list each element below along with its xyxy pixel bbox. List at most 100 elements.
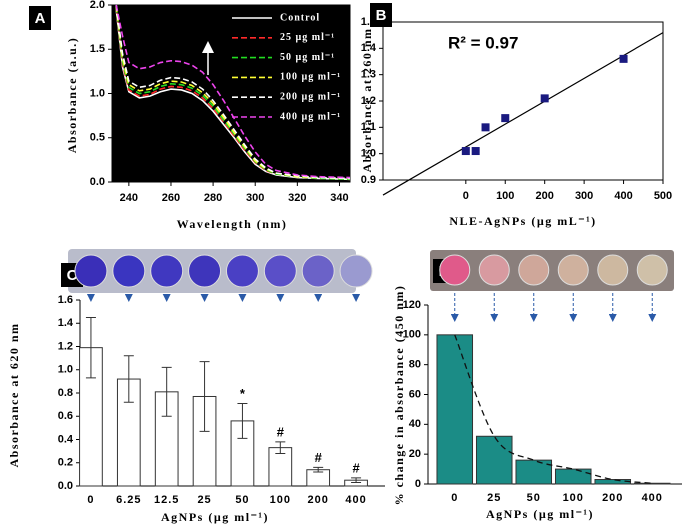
x-axis-title: AgNPs (µg ml⁻¹) xyxy=(486,507,594,521)
error-bar xyxy=(85,316,96,379)
significance-mark: * xyxy=(240,386,246,401)
well xyxy=(74,254,108,288)
y-tick-label: 1.2 xyxy=(58,340,73,352)
x-tick-label: 200 xyxy=(308,494,329,506)
spectrum-line xyxy=(115,5,351,180)
bar xyxy=(515,459,553,485)
y-tick-label: 1.0 xyxy=(90,87,105,99)
well xyxy=(636,254,668,286)
y-tick-label: 1.6 xyxy=(58,294,73,306)
plot-area xyxy=(382,21,664,181)
x-tick-label: 50 xyxy=(235,494,249,506)
annotation: R² = 0.97 xyxy=(448,33,518,52)
x-tick-label: 6.25 xyxy=(116,494,141,506)
point xyxy=(461,147,470,156)
x-tick-label: 0 xyxy=(451,492,458,504)
legend-label: 200 µg ml⁻¹ xyxy=(280,91,341,102)
well xyxy=(150,254,184,288)
point xyxy=(481,123,490,132)
spectrum-line xyxy=(115,4,351,180)
error-bar xyxy=(351,477,362,484)
well xyxy=(263,254,297,288)
point xyxy=(471,147,480,156)
point xyxy=(540,94,549,103)
panel-label: A xyxy=(35,10,46,27)
y-tick-label: 0 xyxy=(415,478,421,490)
x-tick-label: 200 xyxy=(536,190,554,202)
y-axis-title: Absorbance at 260 nm xyxy=(360,27,374,172)
y-axis-title: Absorbance at 620 nm xyxy=(7,322,21,467)
y-tick-label: 1.4 xyxy=(58,317,74,329)
x-tick-label: 320 xyxy=(288,192,306,204)
x-tick-label: 50 xyxy=(527,492,541,504)
y-tick-label: 1.4 xyxy=(361,42,377,54)
legend-label: 100 µg ml⁻¹ xyxy=(280,72,341,83)
y-tick-label: 60 xyxy=(409,388,421,400)
y-tick-label: 0.9 xyxy=(361,174,376,186)
significance-mark: # xyxy=(277,424,285,439)
bar xyxy=(633,482,671,485)
panel-label: C xyxy=(67,267,78,284)
x-tick-label: 25 xyxy=(487,492,501,504)
legend-label: 400 µg ml⁻¹ xyxy=(280,111,341,122)
x-tick-label: 100 xyxy=(496,190,514,202)
y-tick-label: 1.5 xyxy=(90,43,105,55)
y-tick-label: 2.0 xyxy=(90,0,105,11)
y-tick-label: 100 xyxy=(403,329,421,341)
well xyxy=(597,254,629,286)
y-tick-label: 0.4 xyxy=(58,433,74,445)
point xyxy=(619,54,628,63)
fit-line xyxy=(382,32,664,196)
spectrum-line xyxy=(115,6,351,181)
y-tick-label: 1.0 xyxy=(361,148,376,160)
x-axis-title: AgNPs (µg ml⁻¹) xyxy=(161,510,269,524)
y-tick-label: 0.5 xyxy=(90,132,105,144)
y-tick-label: 0.0 xyxy=(90,176,105,188)
x-tick-label: 12.5 xyxy=(154,494,179,506)
x-tick-label: 100 xyxy=(563,492,584,504)
x-tick-label: 100 xyxy=(270,494,291,506)
panel-label-box xyxy=(370,3,392,27)
significance-mark: # xyxy=(352,460,360,475)
panel-label: B xyxy=(376,7,387,24)
x-tick-label: 300 xyxy=(575,190,593,202)
legend-label: 25 µg ml⁻¹ xyxy=(280,32,335,43)
error-bar xyxy=(161,366,172,417)
x-tick-label: 200 xyxy=(602,492,623,504)
spectrum-line xyxy=(115,4,351,179)
significance-mark: # xyxy=(315,450,323,465)
x-tick-label: 300 xyxy=(246,192,264,204)
point xyxy=(501,114,510,123)
y-tick-label: 0.8 xyxy=(58,387,73,399)
x-tick-label: 240 xyxy=(120,192,138,204)
y-axis-title: % change in absorbance (450 nm) xyxy=(392,285,406,506)
bar xyxy=(436,334,474,485)
error-bar xyxy=(275,441,286,454)
y-tick-label: 1.0 xyxy=(58,364,73,376)
x-tick-label: 280 xyxy=(204,192,222,204)
y-axis-title: Absorbance (a.u.) xyxy=(65,37,79,154)
error-bar xyxy=(123,355,134,403)
y-tick-label: 1.3 xyxy=(361,69,376,81)
x-tick-label: 400 xyxy=(614,190,632,202)
y-tick-label: 40 xyxy=(409,418,421,430)
y-tick-label: 20 xyxy=(409,448,421,460)
panel-label-box xyxy=(29,6,51,30)
x-tick-label: 400 xyxy=(345,494,366,506)
well xyxy=(339,254,373,288)
x-tick-label: 260 xyxy=(162,192,180,204)
y-tick-label: 1.1 xyxy=(361,121,376,133)
y-tick-label: 80 xyxy=(409,359,421,371)
error-bar xyxy=(237,402,248,439)
x-tick-label: 400 xyxy=(642,492,663,504)
bar xyxy=(475,435,513,485)
y-tick-label: 0.2 xyxy=(58,457,73,469)
x-tick-label: 340 xyxy=(330,192,348,204)
x-axis-title: Wavelength (nm) xyxy=(177,217,288,231)
well xyxy=(188,254,222,288)
y-tick-label: 1.2 xyxy=(361,95,376,107)
x-axis-title: NLE-AgNPs (µg mL⁻¹) xyxy=(449,214,596,228)
x-tick-label: 0 xyxy=(463,190,469,202)
error-bar xyxy=(199,361,210,432)
